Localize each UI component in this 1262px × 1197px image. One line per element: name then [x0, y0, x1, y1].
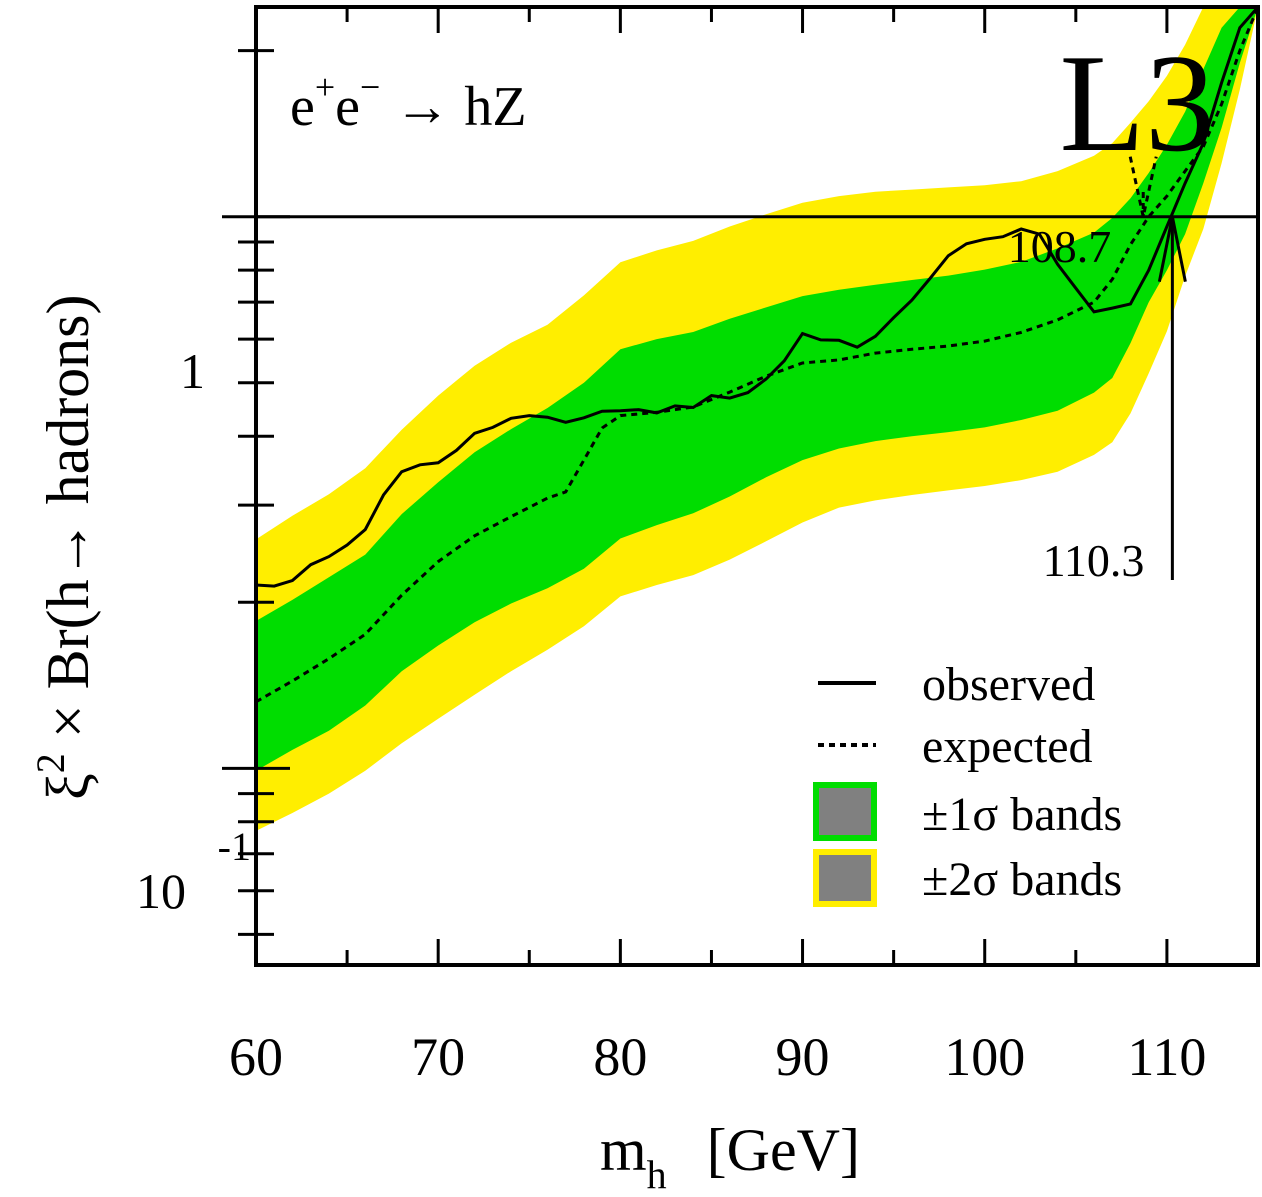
y-tick-label-10-base: 10: [136, 863, 186, 919]
y-axis-label: ξ2 × Br(h→ hadrons): [28, 294, 101, 800]
x-tick-label: 90: [776, 1027, 830, 1087]
y-tick-label-1: 1: [180, 343, 205, 399]
observed-limit-arrowhead: [1157, 216, 1187, 283]
process-label: e+e− → hZ: [290, 67, 527, 138]
x-tick-label: 60: [229, 1027, 283, 1087]
observed-limit-label: 110.3: [1043, 535, 1145, 586]
y-axis-label-rest: × Br(h→ hadrons): [35, 294, 101, 753]
legend-box-1sigma: [813, 782, 877, 841]
process-label-mid: e: [335, 76, 360, 138]
series-observed: [256, 7, 1258, 588]
x-axis-label-unit: [GeV]: [707, 1117, 860, 1183]
x-tick-label: 100: [944, 1027, 1025, 1087]
y-axis-label-xi: ξ: [35, 773, 101, 800]
x-tick-label: 110: [1127, 1027, 1206, 1087]
plot-frame: [254, 5, 1260, 967]
legend: observed expected ±1σ bands ±2σ bands: [813, 658, 1122, 907]
legend-label-2sigma: ±2σ bands: [922, 853, 1122, 906]
x-tick-labels: 60 70 80 90 100 110: [229, 1027, 1206, 1087]
expected-limit-label: 108.7: [1008, 221, 1112, 272]
x-axis-label-main: m: [600, 1117, 647, 1183]
process-label-tail: → hZ: [380, 76, 526, 138]
y-axis-label-sup: 2: [28, 753, 73, 773]
x-tick-label: 80: [593, 1027, 647, 1087]
experiment-label: L3: [1059, 26, 1215, 181]
x-axis-label: mh [GeV]: [600, 1117, 860, 1197]
annotations-layer: 108.7 110.3: [1008, 156, 1187, 586]
series-expected: [256, 7, 1258, 704]
process-label-base: e: [290, 76, 315, 138]
band-1sigma: [256, 7, 1258, 771]
legend-label-expected: expected: [922, 720, 1093, 773]
legend-box-2sigma: [813, 849, 877, 907]
bands-layer: [256, 7, 1258, 831]
lines-layer: [256, 7, 1258, 704]
legend-label-1sigma: ±1σ bands: [922, 788, 1122, 841]
legend-label-observed: observed: [922, 658, 1095, 711]
x-axis-label-sub: h: [647, 1152, 667, 1197]
expected-limit-arrowhead: [1128, 156, 1158, 218]
x-tick-label: 70: [411, 1027, 465, 1087]
process-label-sup1: +: [315, 67, 335, 107]
process-label-sup2: −: [360, 67, 380, 107]
y-tick-label-10-exponent: -1: [218, 824, 251, 869]
